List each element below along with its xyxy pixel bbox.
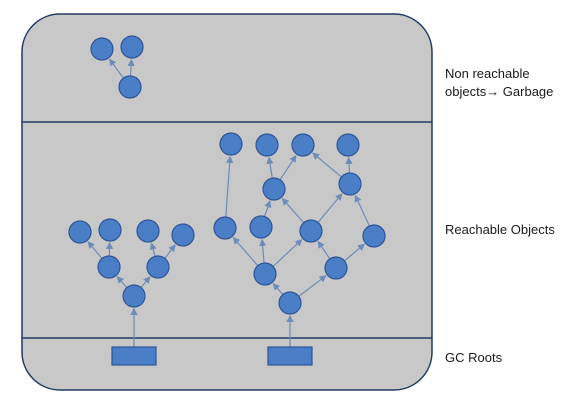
reachable-object-node <box>338 172 362 196</box>
reference-edges <box>87 58 370 347</box>
reference-arrow <box>354 194 370 227</box>
gc-roots <box>111 346 313 366</box>
gc-root-box <box>111 346 157 366</box>
reachable-object-node <box>213 216 237 240</box>
reference-arrow <box>281 197 305 224</box>
reachable-object-node <box>171 223 195 247</box>
reachable-object-node <box>249 215 273 239</box>
reference-arrow <box>263 200 272 217</box>
reachable-object-node <box>146 255 170 279</box>
garbage-label-line1: Non reachable <box>445 66 530 81</box>
reference-arrow <box>149 242 157 257</box>
reference-arrow <box>225 155 234 218</box>
garbage-object-node <box>90 37 114 61</box>
reachable-object-node <box>299 219 323 243</box>
reference-arrow <box>298 275 327 297</box>
garbage-object-node <box>120 35 144 59</box>
reachable-object-node <box>255 133 279 157</box>
reference-arrow <box>116 275 128 289</box>
reference-arrow <box>266 156 274 179</box>
reachable-object-node <box>98 218 122 242</box>
reachable-object-node <box>336 133 360 157</box>
reachable-object-node <box>253 262 277 286</box>
reference-arrow <box>345 156 353 174</box>
reference-arrow <box>127 58 135 77</box>
reference-arrow <box>164 244 176 259</box>
reachable-object-node <box>324 256 348 280</box>
reachable-object-node <box>122 284 146 308</box>
gc-roots-label: GC Roots <box>445 350 503 365</box>
reference-arrow <box>272 239 303 267</box>
reference-arrow <box>232 236 259 267</box>
reachable-object-node <box>219 132 243 156</box>
reachable-object-node <box>291 133 315 157</box>
reference-arrow <box>259 238 267 264</box>
reachable-label: Reachable Objects <box>445 222 555 237</box>
reference-arrow <box>140 276 151 288</box>
object-nodes <box>68 35 386 315</box>
reference-arrow <box>279 154 297 181</box>
reachable-object-node <box>262 177 286 201</box>
garbage-object-node <box>118 75 142 99</box>
reference-arrow <box>344 243 365 262</box>
garbage-label-line2: objects→ Garbage <box>445 84 553 99</box>
reachable-object-node <box>278 291 302 315</box>
reachable-object-node <box>68 220 92 244</box>
reachable-object-node <box>136 219 160 243</box>
reference-arrow <box>87 241 103 259</box>
reference-arrow <box>317 193 343 223</box>
reachable-object-node <box>97 255 121 279</box>
reference-arrow <box>317 240 331 260</box>
reference-arrow <box>312 152 342 178</box>
reference-arrow <box>108 58 124 79</box>
reachable-object-node <box>362 224 386 248</box>
gc-root-box <box>267 346 313 366</box>
reference-arrow <box>272 282 284 296</box>
